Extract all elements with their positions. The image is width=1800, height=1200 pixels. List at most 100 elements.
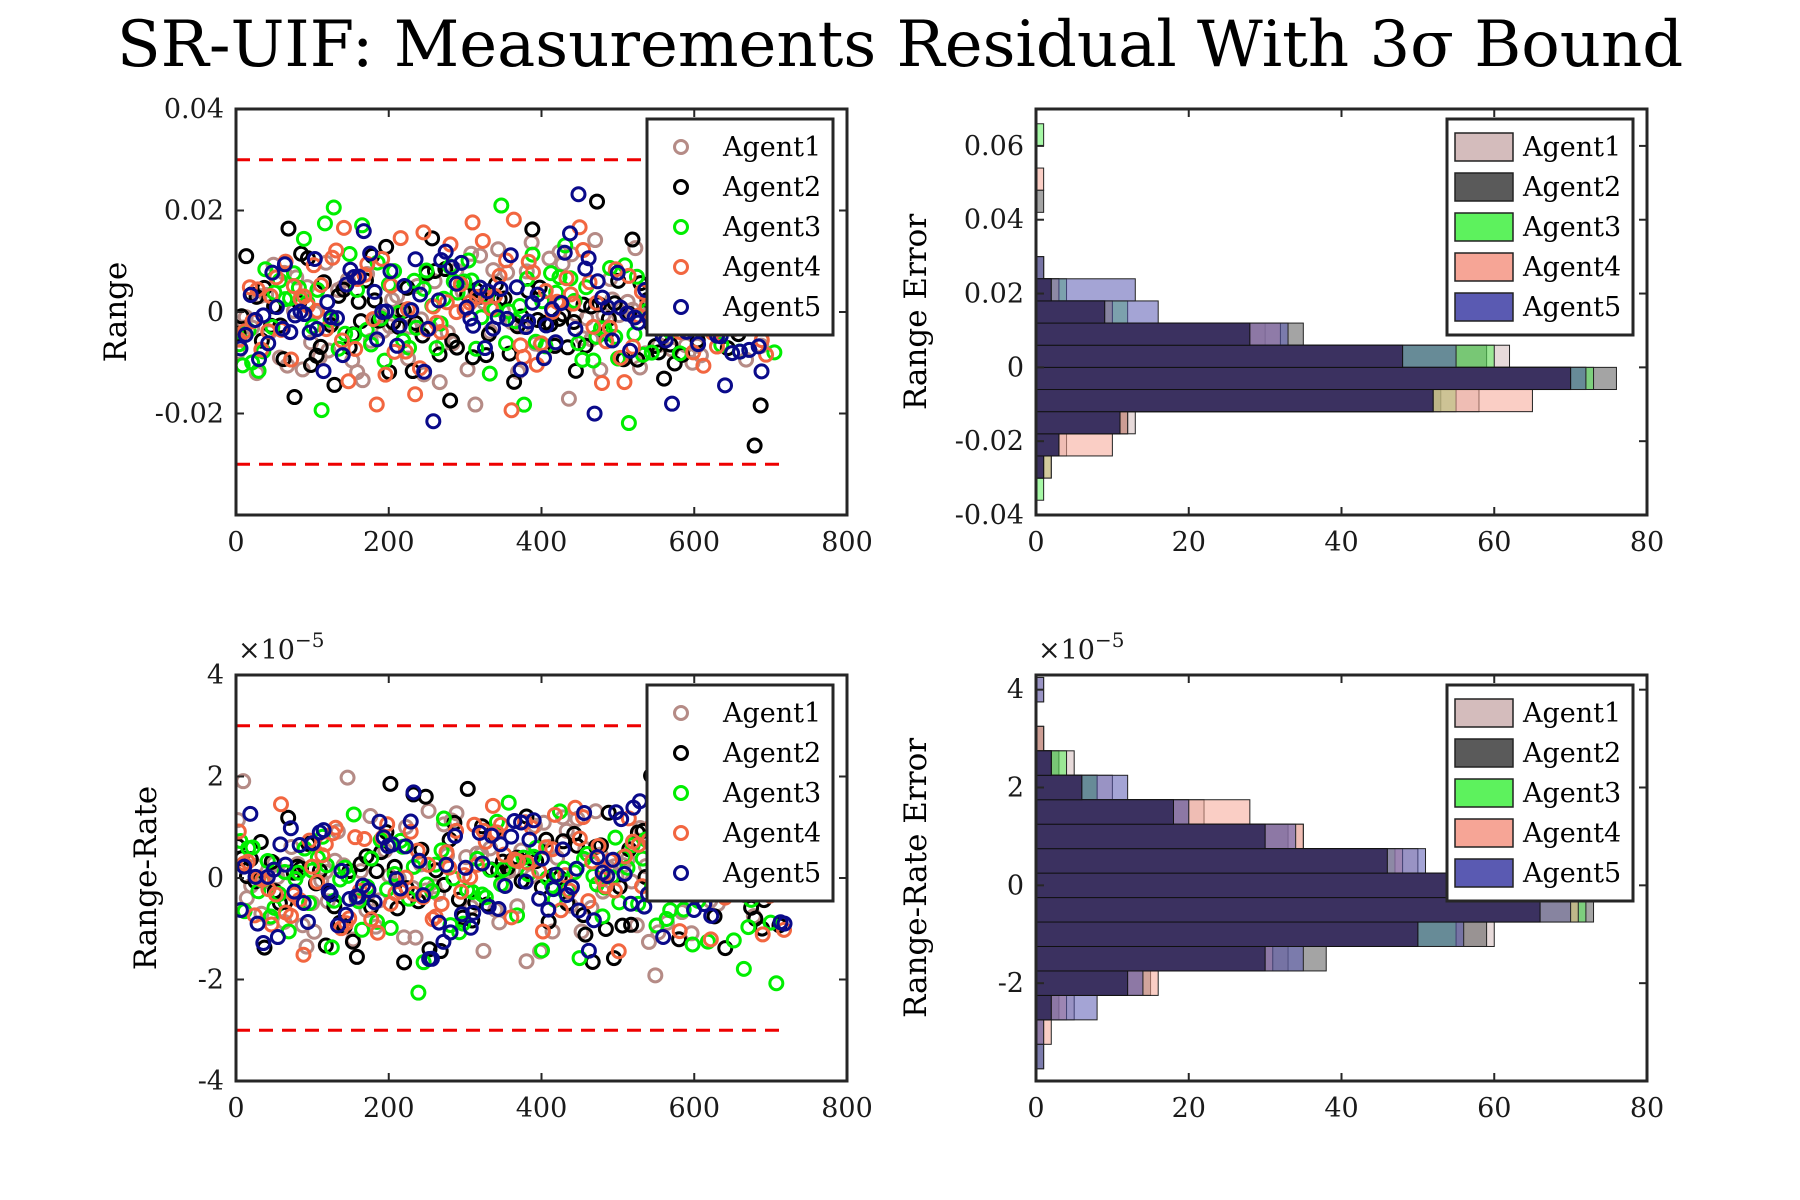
data-point bbox=[567, 320, 584, 337]
data-point bbox=[264, 264, 281, 281]
x-tick-label: 400 bbox=[516, 1093, 568, 1124]
data-point bbox=[296, 288, 313, 305]
data-point bbox=[333, 862, 350, 879]
data-point bbox=[516, 396, 533, 413]
y-tick-label: 0.02 bbox=[164, 196, 224, 227]
y-axis-label: Range-Rate Error bbox=[898, 738, 934, 1018]
legend-label: Agent4 bbox=[722, 818, 821, 849]
data-point bbox=[382, 263, 399, 280]
data-point bbox=[363, 911, 380, 928]
data-point bbox=[282, 820, 299, 837]
data-point bbox=[628, 268, 645, 285]
data-point bbox=[490, 241, 507, 258]
data-point bbox=[476, 340, 493, 357]
legend-marker bbox=[673, 785, 689, 801]
data-point bbox=[506, 373, 523, 390]
legend-swatch bbox=[1454, 172, 1514, 202]
data-point bbox=[268, 299, 285, 316]
data-point bbox=[428, 340, 445, 357]
data-point bbox=[430, 292, 447, 309]
data-point bbox=[538, 317, 555, 334]
y-tick-label: -2 bbox=[998, 968, 1024, 999]
legend-label: Agent1 bbox=[1522, 132, 1621, 163]
data-point bbox=[529, 286, 546, 303]
panel-range-rate-error-histogram: 0 20 40 60 80 -2 0 2 4 Range-Rate Error ×10−5 Agent… bbox=[898, 628, 1664, 1124]
data-point bbox=[518, 953, 535, 970]
data-point bbox=[295, 895, 312, 912]
legend-label: Agent3 bbox=[722, 212, 821, 243]
overlap-bar bbox=[1036, 921, 1419, 947]
x-tick-label: 0 bbox=[1027, 1093, 1044, 1124]
y-tick-label: 0 bbox=[207, 863, 224, 894]
data-point bbox=[412, 286, 429, 303]
data-point bbox=[255, 935, 272, 952]
legend-marker bbox=[673, 259, 689, 275]
data-point bbox=[525, 812, 542, 829]
legend-swatch bbox=[1454, 698, 1514, 728]
x-tick-label: 80 bbox=[1630, 527, 1664, 558]
data-point bbox=[468, 340, 485, 357]
data-point bbox=[560, 390, 577, 407]
overlap-bar bbox=[1036, 848, 1388, 874]
data-point bbox=[493, 197, 510, 214]
data-point bbox=[298, 938, 315, 955]
data-point bbox=[334, 347, 351, 364]
data-point bbox=[345, 806, 362, 823]
legend-label: Agent3 bbox=[722, 778, 821, 809]
plot-area bbox=[1036, 123, 1617, 501]
data-point bbox=[597, 921, 614, 938]
data-point bbox=[337, 906, 354, 923]
data-point bbox=[396, 277, 413, 294]
data-point bbox=[647, 967, 664, 984]
legend-swatch bbox=[1454, 738, 1514, 768]
data-point bbox=[453, 883, 470, 900]
data-point bbox=[242, 286, 259, 303]
data-point bbox=[650, 344, 667, 361]
data-point bbox=[533, 850, 550, 867]
data-point bbox=[405, 784, 422, 801]
data-point bbox=[391, 317, 408, 334]
data-point bbox=[433, 895, 450, 912]
data-point bbox=[577, 926, 594, 943]
data-point bbox=[341, 246, 358, 263]
data-point bbox=[570, 902, 587, 919]
data-point bbox=[316, 215, 333, 232]
data-point bbox=[355, 223, 372, 240]
data-point bbox=[242, 805, 259, 822]
legend-marker bbox=[673, 179, 689, 195]
y-tick-label: 0 bbox=[1007, 870, 1024, 901]
data-point bbox=[354, 921, 371, 938]
data-point bbox=[525, 264, 542, 281]
data-point bbox=[671, 923, 688, 940]
data-point bbox=[753, 363, 770, 380]
data-point bbox=[590, 838, 607, 855]
overlap-bar bbox=[1036, 799, 1174, 825]
x-tick-label: 600 bbox=[668, 1093, 720, 1124]
data-point bbox=[294, 361, 311, 378]
data-point bbox=[416, 363, 433, 380]
data-point bbox=[594, 908, 611, 925]
data-point bbox=[517, 873, 534, 890]
x-tick-label: 600 bbox=[668, 527, 720, 558]
data-point bbox=[328, 242, 345, 259]
legend-swatch bbox=[1454, 212, 1514, 242]
data-point bbox=[519, 854, 536, 871]
data-point bbox=[359, 256, 376, 273]
data-point bbox=[580, 893, 597, 910]
x-tick-label: 0 bbox=[1027, 527, 1044, 558]
data-point bbox=[613, 811, 630, 828]
data-point bbox=[506, 812, 523, 829]
data-point bbox=[377, 366, 394, 383]
overlap-bar bbox=[1036, 872, 1480, 899]
data-point bbox=[684, 936, 701, 953]
overlap-bar bbox=[1036, 945, 1266, 972]
overlap-bar bbox=[1036, 823, 1266, 850]
data-point bbox=[731, 343, 748, 360]
data-point bbox=[457, 859, 474, 876]
data-point bbox=[503, 909, 520, 926]
x-tick-label: 80 bbox=[1630, 1093, 1664, 1124]
data-point bbox=[492, 836, 509, 853]
data-point bbox=[545, 881, 562, 898]
data-point bbox=[512, 361, 529, 378]
overlap-bar bbox=[1036, 970, 1129, 996]
